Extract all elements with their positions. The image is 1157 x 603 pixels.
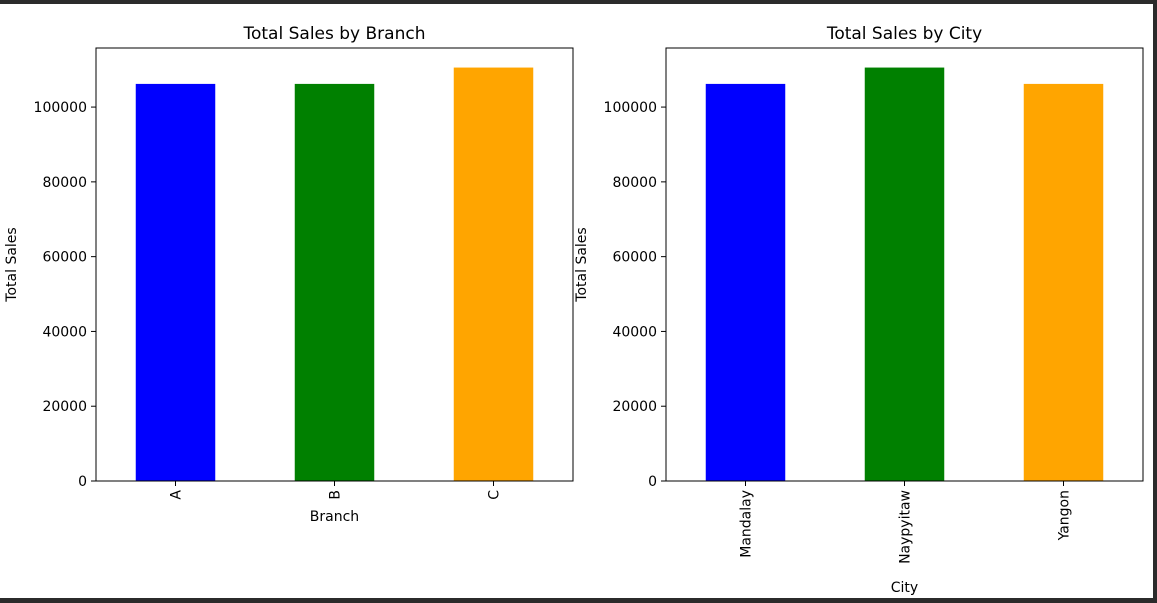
y-tick-label: 100000: [604, 100, 657, 116]
bar-mandalay: [705, 83, 786, 482]
x-tick-label: B: [328, 490, 344, 500]
x-tick-label: Yangon: [1057, 490, 1073, 541]
chart-branch: Total Sales by Branch Total Sales Branch…: [4, 24, 574, 525]
bar-a: [135, 83, 216, 482]
y-tick-label: 100000: [34, 100, 87, 116]
x-tick-label: Mandalay: [739, 490, 755, 558]
bar-c: [453, 67, 534, 481]
chart-city: Total Sales by City Total Sales City 0 20…: [574, 24, 1144, 596]
y-tick-label: 20000: [612, 399, 657, 415]
y-axis-label: Total Sales: [574, 227, 590, 302]
y-tick-label: 60000: [612, 250, 657, 266]
chart-title: Total Sales by City: [826, 24, 982, 44]
y-tick-label: 40000: [42, 324, 87, 340]
y-tick-label: 60000: [42, 250, 87, 266]
bar-naypyitaw: [864, 67, 945, 481]
figure-canvas: Total Sales by Branch Total Sales Branch…: [0, 4, 1153, 598]
plot-area: 0 20000 40000 60000 80000 100000 Mandalay Naypy…: [604, 47, 1144, 564]
x-tick-label: A: [169, 490, 185, 500]
bar-b: [294, 83, 375, 482]
y-axis-label: Total Sales: [4, 227, 20, 302]
y-tick-label: 0: [648, 474, 657, 490]
figure-svg: Total Sales by Branch Total Sales Branch…: [4, 24, 1144, 596]
bar-yangon: [1023, 83, 1104, 482]
y-tick-label: 80000: [42, 175, 87, 191]
plot-area: 0 20000 40000 60000 80000 100000 A B C: [34, 47, 574, 500]
x-axis-label: City: [891, 580, 918, 596]
y-tick-label: 80000: [612, 175, 657, 191]
y-tick-label: 40000: [612, 324, 657, 340]
chart-title: Total Sales by Branch: [243, 24, 426, 44]
x-tick-label: Naypyitaw: [898, 490, 914, 564]
y-tick-label: 0: [78, 474, 87, 490]
y-tick-label: 20000: [42, 399, 87, 415]
x-axis-label: Branch: [310, 509, 359, 525]
x-tick-label: C: [487, 490, 503, 500]
